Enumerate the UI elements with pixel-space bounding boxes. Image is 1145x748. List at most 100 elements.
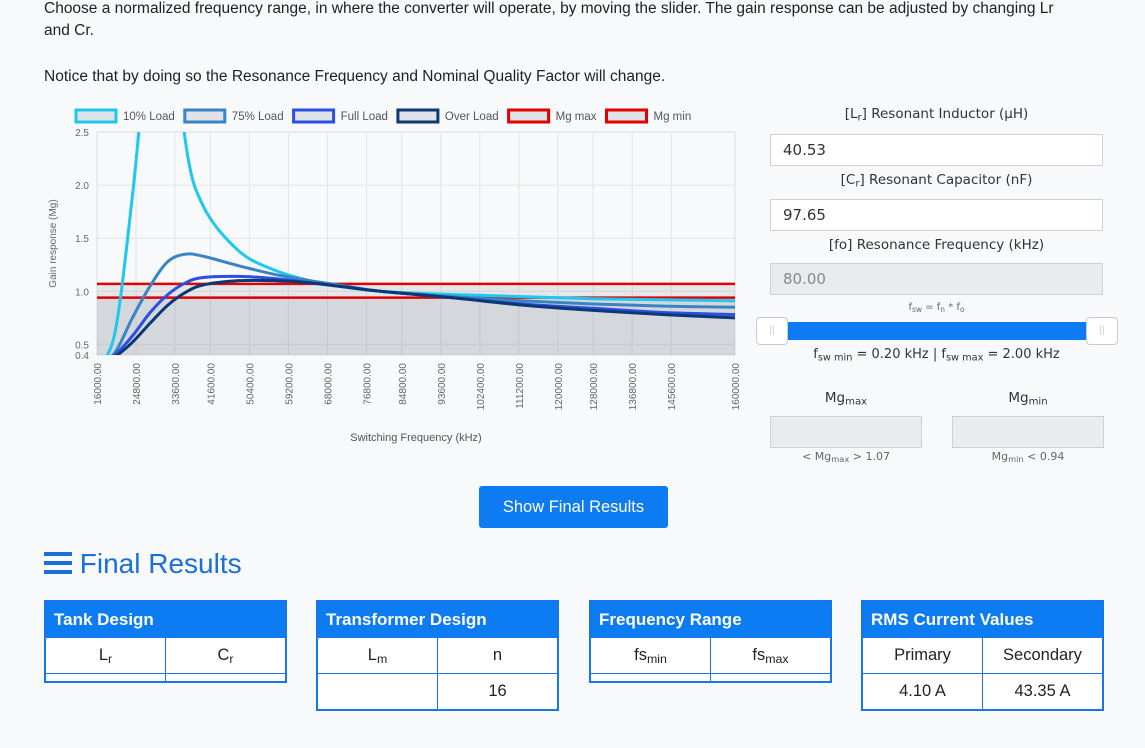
slider-handle[interactable]: ||: [756, 317, 788, 345]
text: = 2.00 kHz: [983, 347, 1060, 362]
show-results-button[interactable]: Show Final Results: [479, 486, 668, 528]
x-tick-label: 93600.00: [437, 363, 448, 405]
mgmin-input[interactable]: [952, 416, 1104, 448]
area: [97, 297, 735, 355]
legend-swatch: [183, 108, 227, 124]
subscript: sw max: [945, 352, 984, 364]
text: < Mg: [802, 450, 832, 463]
table-cell: 43.35 A: [982, 673, 1104, 711]
plot-border: [96, 131, 736, 356]
text: Secondary: [1003, 646, 1082, 664]
subscript: o: [959, 304, 965, 314]
y-tick-label: 0.5: [75, 340, 89, 351]
y-tick-label: 2.5: [75, 128, 89, 139]
x-tick-label: 111200.00: [515, 363, 526, 409]
text: Mg: [991, 450, 1009, 463]
column-header: n: [437, 637, 559, 674]
plot-layer: [97, 132, 735, 355]
cr-label: [Cr] Resonant Capacitor (nF): [770, 172, 1103, 189]
legend-swatch: [396, 108, 440, 124]
text: f: [908, 302, 912, 313]
result-table: Transformer Design Lm n 16: [316, 600, 559, 711]
legend-swatch: [507, 108, 551, 124]
table-title: RMS Current Values: [862, 601, 1103, 638]
legend-swatch: [605, 108, 649, 124]
legend-label: Mg max: [556, 111, 597, 123]
slider-handle[interactable]: ||: [1086, 317, 1118, 345]
x-axis-title: Switching Frequency (kHz): [350, 432, 481, 444]
x-tick-label: 145600.00: [667, 363, 678, 411]
text: fs: [634, 646, 647, 664]
subscript: r: [229, 652, 234, 667]
subscript: r: [857, 112, 862, 124]
x-tick-label: 136800.00: [628, 363, 639, 411]
table-cell: [589, 673, 711, 683]
text: [C: [840, 172, 856, 188]
table-cell: 4.10 A: [861, 673, 983, 711]
series-line: [110, 252, 735, 355]
x-tick-label: 120000.00: [554, 363, 565, 411]
x-tick-label: 33600.00: [171, 363, 182, 405]
table-cell: [316, 673, 438, 711]
text: Mg: [824, 390, 846, 406]
lr-label: [Lr] Resonant Inductor (μH): [770, 106, 1103, 124]
legend-swatch: [74, 108, 118, 124]
column-header: fsmax: [710, 637, 832, 674]
x-tick-label: 16000.00: [93, 363, 104, 405]
text: Mg: [1008, 390, 1029, 406]
table-cell: [44, 673, 166, 683]
mgmax-input[interactable]: [770, 416, 922, 448]
table-title: Transformer Design: [317, 601, 558, 638]
y-axis-title: Gain response (Mg): [48, 199, 59, 287]
x-tick-label: 24800.00: [132, 363, 143, 405]
column-header: Lm: [316, 637, 438, 674]
subscript: sw: [911, 304, 923, 314]
mgmin-hint: Mgmin < 0.94: [952, 450, 1104, 463]
y-tick-label: 1.5: [75, 234, 89, 245]
legend-label: Full Load: [341, 111, 388, 123]
y-tick-label: 2.0: [75, 181, 89, 192]
slider-formula: fsw = fn * fo: [770, 302, 1103, 313]
slider-range: [786, 322, 1089, 340]
x-tick-label: 84800.00: [398, 363, 409, 405]
text: ] Resonant Capacitor (nF): [859, 172, 1033, 188]
x-tick-label: 76800.00: [362, 363, 373, 405]
result-table: RMS Current Values Primary Secondary 4.10 A…: [861, 600, 1104, 711]
subscript: n: [940, 304, 946, 314]
table-title: Tank Design: [45, 601, 286, 638]
text: L: [98, 646, 109, 664]
text: C: [217, 646, 230, 664]
x-tick-label: 50400.00: [245, 363, 256, 405]
text: [fo] Resonance Frequency (kHz): [828, 237, 1045, 253]
intro-text: Notice that by doing so the Resonance Fr…: [44, 68, 666, 85]
table-cell: 16: [437, 673, 559, 711]
result-table: Frequency Range fsmin fsmax: [589, 600, 832, 683]
x-tick-label: 59200.00: [284, 363, 295, 405]
results-heading: Final Results: [44, 548, 242, 580]
text: ] Resonant Inductor (μH): [861, 106, 1029, 122]
text: [L: [844, 106, 858, 122]
slider-track[interactable]: || ||: [756, 317, 1118, 345]
x-tick-label: 128000.00: [589, 363, 600, 411]
legend-label: 75% Load: [232, 111, 284, 123]
mgmin-label: Mgmin: [952, 390, 1104, 408]
table-cell: [710, 673, 832, 683]
y-tick-label: 0.4: [75, 351, 89, 362]
mgmax-hint: < Mgmax > 1.07: [770, 450, 922, 463]
results-title: Final Results: [79, 548, 242, 579]
subscript: m: [376, 652, 388, 667]
cr-input[interactable]: 97.65: [770, 199, 1103, 231]
legend-label: Over Load: [445, 111, 499, 123]
lr-input[interactable]: 40.53: [770, 134, 1103, 166]
column-header: Secondary: [982, 637, 1104, 674]
result-table: Tank Design Lr Cr: [44, 600, 287, 683]
subscript: max: [765, 652, 789, 667]
x-tick-label: 102400.00: [476, 363, 487, 411]
series-line: [105, 132, 735, 355]
subscript: min: [1028, 396, 1048, 408]
column-header: Lr: [44, 637, 166, 674]
column-header: fsmin: [589, 637, 711, 674]
series-line: [112, 274, 735, 355]
fo-input: 80.00: [770, 263, 1103, 295]
subscript: sw min: [817, 352, 853, 364]
